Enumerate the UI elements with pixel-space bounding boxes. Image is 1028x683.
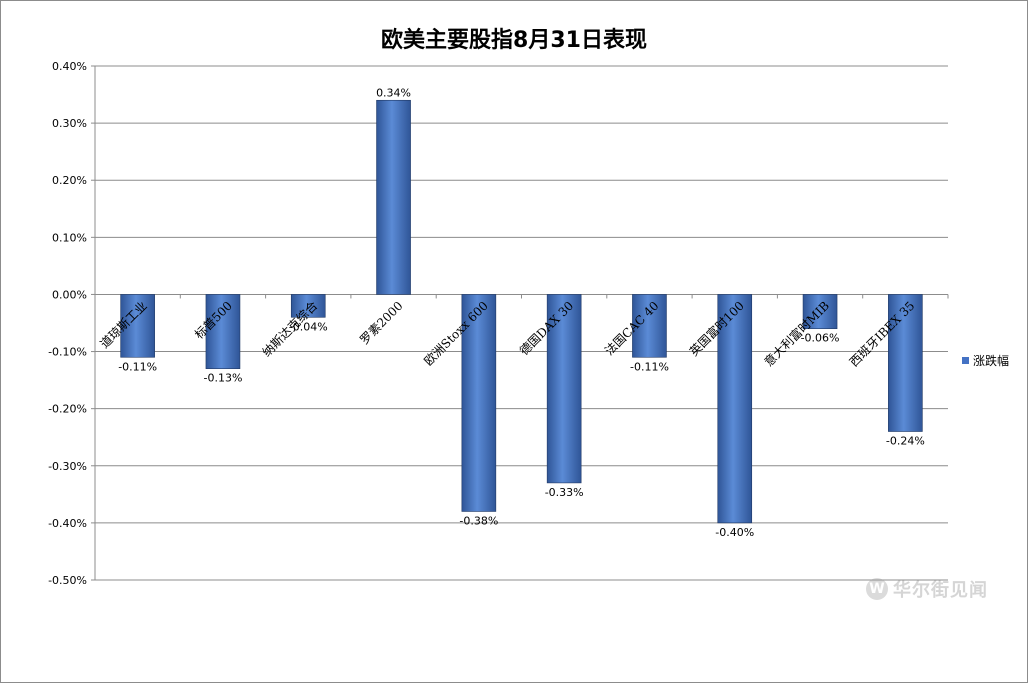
bar [888, 294, 923, 432]
data-label: -0.38% [459, 514, 498, 527]
bar [546, 294, 582, 484]
y-tick-label: -0.30% [48, 460, 87, 473]
data-label: -0.11% [118, 360, 157, 373]
data-label: -0.40% [715, 526, 754, 539]
legend-label: 涨跌幅 [973, 353, 1009, 368]
bar [376, 99, 411, 295]
y-tick-label: -0.50% [48, 574, 87, 587]
y-tick-label: 0.00% [52, 288, 87, 301]
y-tick-label: -0.10% [48, 346, 87, 359]
bar [120, 294, 155, 358]
data-label: 0.34% [376, 86, 411, 99]
bars [120, 99, 923, 524]
bar [802, 294, 838, 330]
bar [461, 294, 497, 512]
watermark-text: 华尔街见闻 [893, 580, 988, 601]
data-labels: -0.11% -0.13% -0.04% 0.34% -0.38% -0.33% -0.11… [118, 86, 925, 539]
data-label: -0.11% [630, 360, 669, 373]
y-tick-label: 0.20% [52, 174, 87, 187]
watermark: W 华尔街见闻 [866, 576, 988, 602]
y-tick-label: 0.30% [52, 117, 87, 130]
y-tick-label: -0.40% [48, 517, 87, 530]
data-label: -0.06% [801, 332, 840, 345]
bar [717, 294, 753, 524]
bar [290, 294, 326, 318]
data-label: -0.33% [545, 486, 584, 499]
y-tick-label: 0.10% [52, 231, 87, 244]
data-label: -0.24% [886, 435, 925, 448]
y-tick-label: 0.40% [52, 60, 87, 73]
data-label: -0.04% [289, 320, 328, 333]
bar [632, 294, 667, 358]
legend: 涨跌幅 [962, 353, 1009, 368]
legend-swatch [962, 357, 969, 364]
data-label: -0.13% [203, 372, 242, 385]
bar [205, 294, 241, 369]
category-label: 罗素2000 [357, 299, 405, 347]
wallstreetcn-logo-icon: W [866, 578, 888, 600]
chart-title: 欧美主要股指8月31日表现 [381, 28, 647, 53]
y-tick-label: -0.20% [48, 403, 87, 416]
